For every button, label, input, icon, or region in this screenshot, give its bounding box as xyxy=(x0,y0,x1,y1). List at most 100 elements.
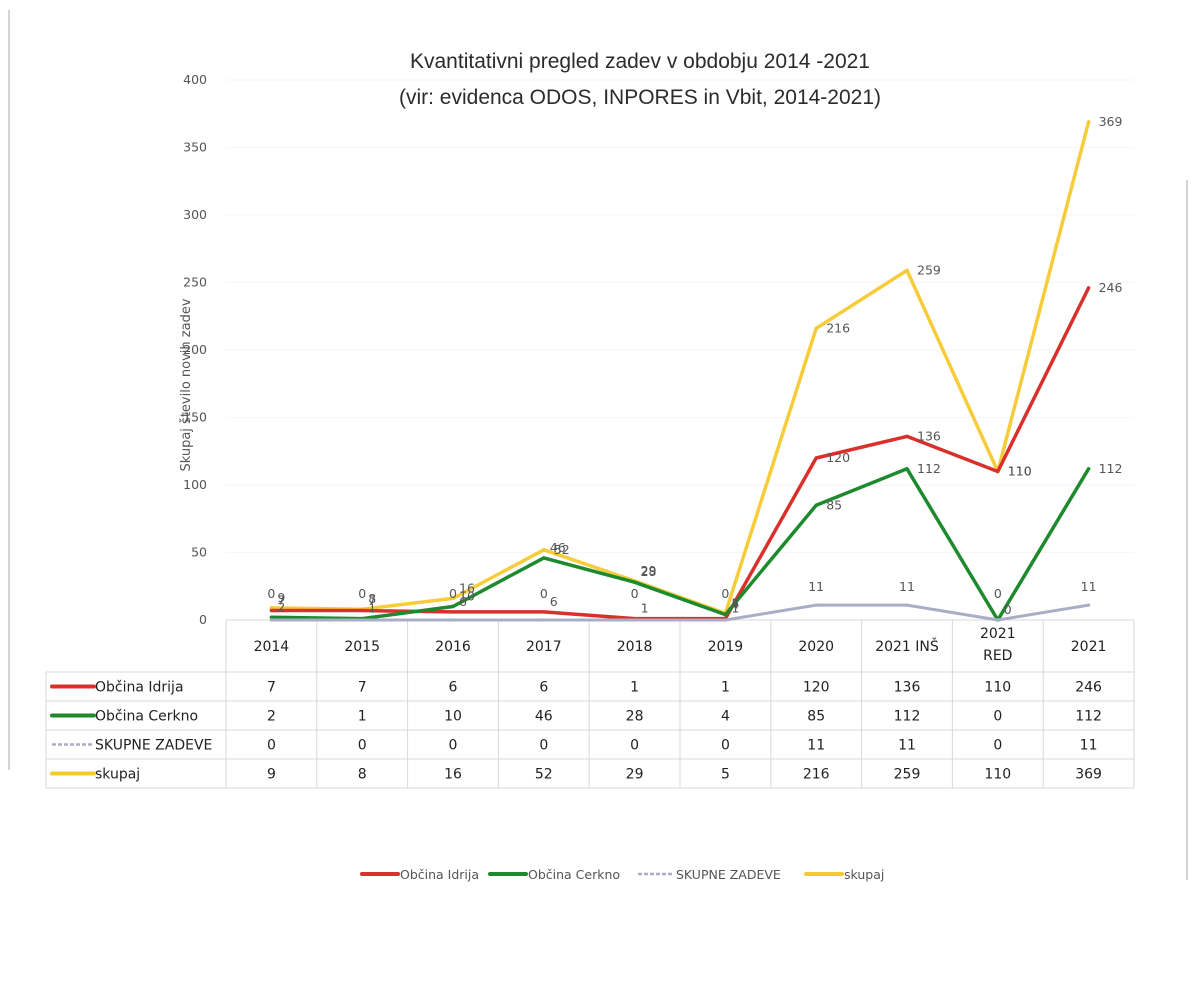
y-tick-label: 350 xyxy=(183,140,207,155)
data-label: 110 xyxy=(1008,464,1032,479)
data-point xyxy=(360,608,364,613)
chart-subtitle: (vir: evidenca ODOS, INPORES in Vbit, 20… xyxy=(399,86,881,109)
category-label: 2021 INŠ xyxy=(875,637,939,655)
data-label: 6 xyxy=(550,594,558,609)
legend-item-label: SKUPNE ZADEVE xyxy=(676,867,781,882)
table-cell: 216 xyxy=(803,767,830,783)
data-point xyxy=(542,556,546,560)
y-tick-label: 150 xyxy=(183,410,207,425)
table-cell: 369 xyxy=(1075,767,1102,783)
data-point xyxy=(269,618,273,622)
table-series-name: SKUPNE ZADEVE xyxy=(95,738,212,754)
table-cell: 7 xyxy=(358,680,367,696)
category-label: 2018 xyxy=(617,639,653,655)
data-point xyxy=(814,326,818,330)
table-cell: 112 xyxy=(894,709,921,725)
table-cell: 29 xyxy=(626,767,644,783)
table-series-name: skupaj xyxy=(95,767,140,783)
data-point xyxy=(360,618,364,622)
scan-edge-right xyxy=(1186,180,1188,880)
table-cell: 2 xyxy=(267,709,276,725)
table-cell: 11 xyxy=(1080,738,1098,754)
data-point xyxy=(1087,120,1091,124)
table-series-name: Občina Idrija xyxy=(95,680,184,696)
category-label: 2015 xyxy=(344,639,380,655)
y-tick-label: 50 xyxy=(191,545,207,560)
data-point xyxy=(269,608,273,613)
table-cell: 112 xyxy=(1075,709,1102,725)
table-cell: 0 xyxy=(993,709,1002,725)
data-label: 10 xyxy=(459,589,475,604)
series-line xyxy=(269,467,1091,622)
data-point xyxy=(451,618,455,622)
table-cell: 52 xyxy=(535,767,553,783)
category-label: 2017 xyxy=(526,639,562,655)
table-cell: 46 xyxy=(535,709,553,725)
table-cell: 1 xyxy=(358,709,367,725)
table-cell: 10 xyxy=(444,709,462,725)
chart-title: Kvantitativni pregled zadev v obdobju 20… xyxy=(410,50,870,73)
table-series-name: Občina Cerkno xyxy=(95,709,198,725)
data-point xyxy=(269,615,273,619)
category-label-line2: RED xyxy=(983,648,1012,664)
table-cell: 1 xyxy=(630,680,639,696)
data-point xyxy=(905,603,909,607)
data-label: 0 xyxy=(994,586,1002,601)
category-label: 2021 xyxy=(1071,639,1107,655)
data-point xyxy=(542,618,546,622)
data-label: 16 xyxy=(459,580,475,595)
data-label: 0 xyxy=(358,586,366,601)
data-label: 216 xyxy=(826,320,850,335)
y-tick-label: 0 xyxy=(199,612,207,627)
data-point xyxy=(905,434,909,438)
category-label: 2014 xyxy=(254,639,290,655)
data-label: 5 xyxy=(731,595,739,610)
table-cell: 246 xyxy=(1075,680,1102,696)
table-cell: 0 xyxy=(993,738,1002,754)
data-label: 0 xyxy=(1004,602,1012,617)
data-label: 259 xyxy=(917,262,941,277)
data-label: 28 xyxy=(641,564,657,579)
data-label: 11 xyxy=(1081,579,1097,594)
data-label: 11 xyxy=(808,579,824,594)
data-point xyxy=(451,604,455,609)
category-label: 2016 xyxy=(435,639,471,655)
data-label: 52 xyxy=(554,542,570,557)
data-label: 110 xyxy=(1008,464,1032,479)
data-point xyxy=(905,268,909,272)
data-label: 369 xyxy=(1099,114,1123,129)
data-point xyxy=(814,503,818,507)
data-point xyxy=(542,548,546,552)
table-cell: 8 xyxy=(358,767,367,783)
table-cell: 1 xyxy=(721,680,730,696)
data-label: 120 xyxy=(826,450,850,465)
table-cell: 120 xyxy=(803,680,830,696)
legend-item-label: Občina Cerkno xyxy=(528,867,620,882)
data-label: 1 xyxy=(368,601,376,616)
table-cell: 0 xyxy=(267,738,276,754)
data-label: 0 xyxy=(267,586,275,601)
data-label: 0 xyxy=(449,586,457,601)
data-point xyxy=(723,618,728,622)
legend-item-label: skupaj xyxy=(844,867,884,882)
table-cell: 0 xyxy=(630,738,639,754)
data-label: 7 xyxy=(368,593,376,608)
data-point xyxy=(1087,467,1091,471)
series-line xyxy=(269,603,1091,622)
data-label: 8 xyxy=(368,591,376,606)
table-cell: 259 xyxy=(894,767,921,783)
data-point xyxy=(814,603,818,607)
data-label: 2 xyxy=(277,599,285,614)
data-label: 11 xyxy=(899,579,915,594)
table-cell: 11 xyxy=(807,738,825,754)
data-label: 9 xyxy=(277,590,285,605)
data-point xyxy=(451,596,455,601)
data-point xyxy=(1087,286,1091,290)
data-label: 112 xyxy=(1099,461,1123,476)
y-tick-label: 200 xyxy=(183,342,207,357)
data-label: 246 xyxy=(1099,280,1123,295)
category-label: 2019 xyxy=(708,639,744,655)
table-cell: 6 xyxy=(449,680,458,696)
data-label: 1 xyxy=(641,601,649,616)
